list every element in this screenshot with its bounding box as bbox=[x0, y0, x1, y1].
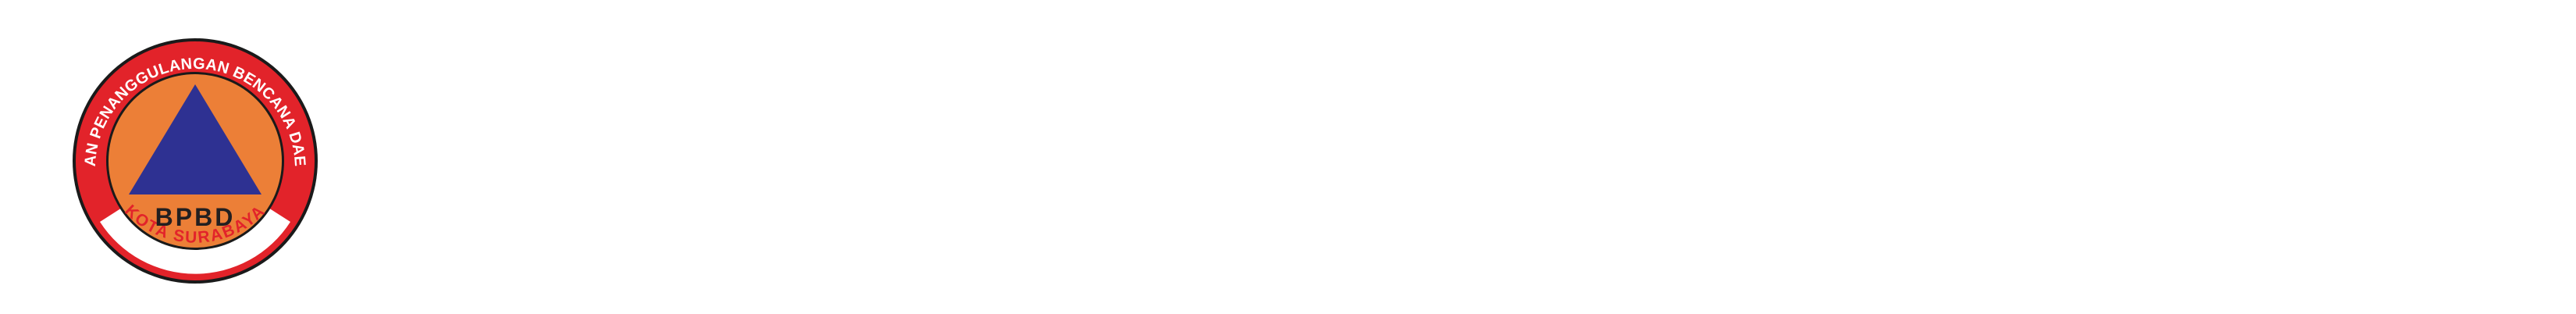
bpbd-logo: BADAN PENANGGULANGAN BENCANA DAERAH KOTA… bbox=[70, 36, 320, 286]
bpbd-emblem-icon: BADAN PENANGGULANGAN BENCANA DAERAH KOTA… bbox=[70, 36, 318, 284]
logo-center-text: BPBD bbox=[155, 203, 236, 231]
logo-triangle-icon bbox=[129, 84, 262, 194]
